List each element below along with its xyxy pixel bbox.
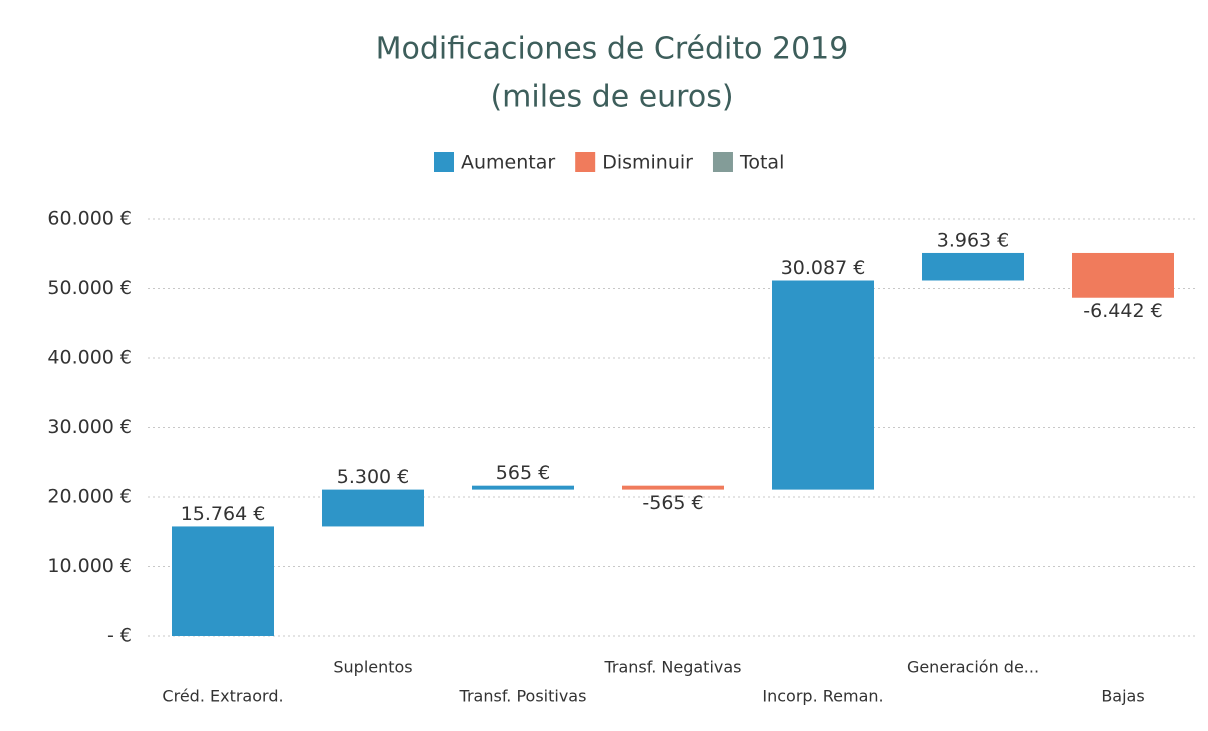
legend-label: Disminuir — [602, 152, 693, 174]
chart-subtitle: (miles de euros) — [490, 80, 733, 115]
bar — [172, 526, 274, 636]
legend-swatch — [712, 152, 733, 172]
x-tick-label: Transf. Negativas — [603, 658, 741, 677]
y-tick-label: 30.000 € — [47, 416, 132, 438]
bar — [322, 489, 424, 527]
x-tick-label: Incorp. Reman. — [762, 687, 883, 706]
data-label: -565 € — [642, 492, 703, 514]
y-tick-label: 50.000 € — [47, 277, 132, 299]
data-label: -6.442 € — [1083, 300, 1162, 322]
y-tick-label: 60.000 € — [47, 208, 132, 230]
legend-swatch — [575, 152, 596, 172]
x-tick-label: Transf. Positivas — [459, 687, 587, 706]
data-label: 5.300 € — [337, 466, 410, 488]
legend-swatch — [434, 152, 454, 172]
data-label: 3.963 € — [937, 229, 1010, 251]
data-label: 15.764 € — [181, 503, 266, 525]
bar — [922, 252, 1024, 281]
y-tick-label: 40.000 € — [47, 347, 132, 369]
y-tick-label: 10.000 € — [47, 555, 132, 577]
x-tick-label: Bajas — [1101, 687, 1144, 706]
chart-title: Modificaciones de Crédito 2019 — [376, 32, 849, 67]
bar — [772, 280, 874, 490]
data-label: 30.087 € — [781, 257, 866, 279]
x-tick-label: Créd. Extraord. — [162, 687, 283, 706]
bar — [472, 485, 574, 490]
x-tick-label: Generación de... — [907, 658, 1039, 677]
data-label: 565 € — [496, 462, 550, 484]
bar — [622, 485, 724, 490]
y-tick-label: - € — [107, 625, 132, 647]
x-tick-label: Suplentos — [333, 658, 412, 677]
bar — [1072, 252, 1174, 298]
legend-label: Total — [739, 152, 784, 174]
legend-label: Aumentar — [461, 152, 555, 174]
y-tick-label: 20.000 € — [47, 486, 132, 508]
